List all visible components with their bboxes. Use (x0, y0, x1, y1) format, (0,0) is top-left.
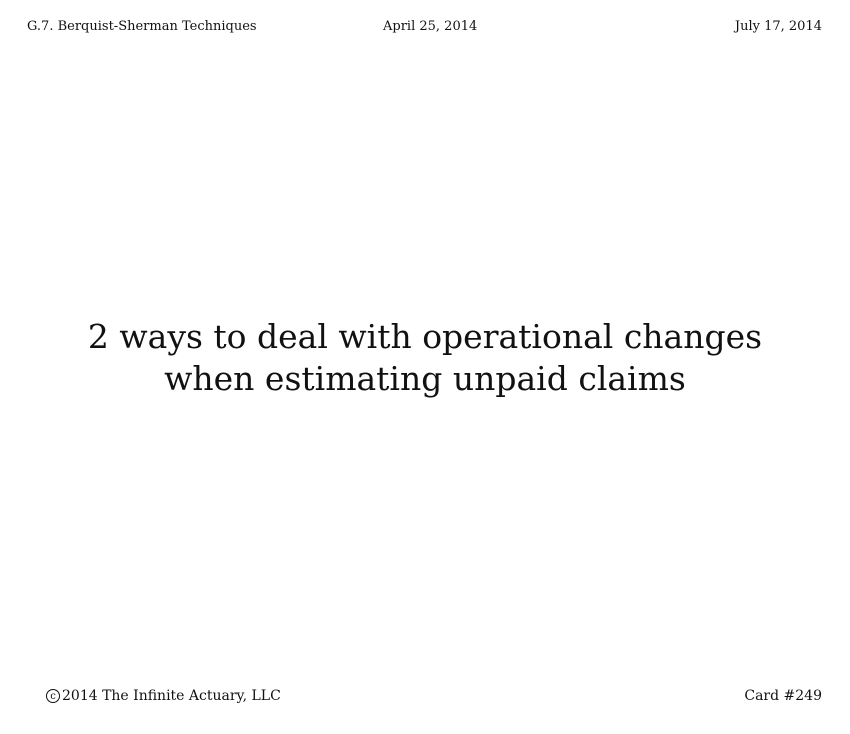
copyright-icon: c (46, 689, 60, 703)
date-created: April 25, 2014 (383, 19, 478, 34)
copyright-text: 2014 The Infinite Actuary, LLC (62, 688, 281, 704)
copyright-notice: c 2014 The Infinite Actuary, LLC (46, 686, 281, 706)
section-title: G.7. Berquist-Sherman Techniques (27, 19, 257, 34)
date-updated: July 17, 2014 (734, 19, 822, 34)
card-question: 2 ways to deal with operational changes … (87, 317, 763, 398)
card-number: Card #249 (744, 688, 822, 704)
